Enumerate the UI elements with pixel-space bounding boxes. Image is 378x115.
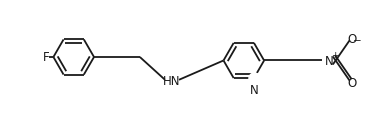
Text: N: N	[249, 83, 258, 96]
Text: F: F	[43, 51, 50, 64]
Text: +: +	[331, 50, 338, 59]
Text: HN: HN	[163, 75, 181, 88]
Text: O: O	[347, 76, 356, 89]
Text: −: −	[353, 36, 361, 46]
Text: $\mathregular{N}$: $\mathregular{N}$	[324, 55, 334, 67]
Text: O: O	[347, 33, 356, 46]
